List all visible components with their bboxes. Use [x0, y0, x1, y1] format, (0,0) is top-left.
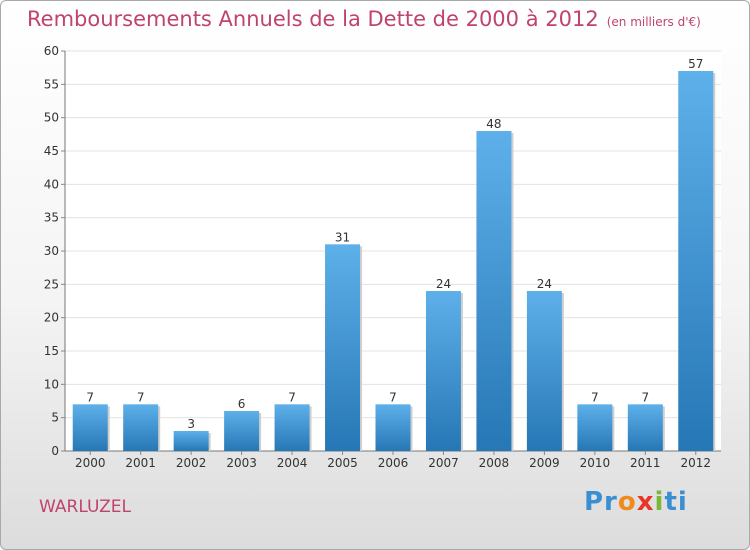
x-tick-label: 2000 [75, 456, 106, 470]
bar-value-label: 7 [389, 390, 397, 404]
bar-value-label: 31 [335, 230, 350, 244]
chart-title: Remboursements Annuels de la Dette de 20… [27, 7, 701, 31]
unit-label: (en milliers d'€) [606, 15, 701, 29]
logo-part: ti [664, 487, 688, 517]
y-tick-label: 55 [44, 77, 59, 91]
bar [476, 131, 512, 451]
bar-value-label: 24 [537, 277, 552, 291]
bar [627, 404, 663, 451]
bar [72, 404, 108, 451]
bar [678, 71, 714, 451]
logo-part: i [654, 487, 665, 517]
y-tick-label: 5 [51, 411, 59, 425]
x-tick-label: 2005 [327, 456, 358, 470]
y-tick-label: 30 [44, 244, 59, 258]
bar-value-label: 7 [288, 390, 296, 404]
x-tick-label: 2002 [176, 456, 207, 470]
x-tick-label: 2008 [479, 456, 510, 470]
title-text: Remboursements Annuels de la Dette de 20… [27, 7, 599, 31]
x-tick-label: 2009 [529, 456, 560, 470]
bar-value-label: 7 [86, 390, 94, 404]
bar [577, 404, 613, 451]
bar [173, 431, 209, 451]
y-tick-label: 15 [44, 344, 59, 358]
logo-part: x [636, 487, 655, 517]
bar [526, 291, 562, 451]
bar-value-label: 6 [238, 397, 246, 411]
x-tick-label: 2006 [378, 456, 409, 470]
x-tick-label: 2001 [125, 456, 156, 470]
bar [224, 411, 260, 451]
bar [425, 291, 461, 451]
y-tick-label: 35 [44, 211, 59, 225]
bar-value-label: 48 [486, 117, 501, 131]
y-tick-label: 45 [44, 144, 59, 158]
logo-part: Pr [584, 487, 618, 517]
bar-value-label: 57 [688, 57, 703, 71]
logo-part: o [617, 487, 637, 517]
y-tick-label: 60 [44, 44, 59, 58]
bar [123, 404, 159, 451]
y-tick-label: 40 [44, 177, 59, 191]
y-tick-label: 50 [44, 111, 59, 125]
proxiti-logo: Proxiti [584, 487, 688, 517]
x-tick-label: 2003 [226, 456, 257, 470]
x-tick-label: 2004 [277, 456, 308, 470]
bar [325, 244, 361, 451]
y-tick-label: 0 [51, 444, 59, 458]
x-tick-label: 2012 [680, 456, 711, 470]
bar-value-label: 24 [436, 277, 451, 291]
bar-value-label: 7 [591, 390, 599, 404]
x-tick-label: 2011 [630, 456, 661, 470]
y-tick-label: 20 [44, 311, 59, 325]
bar-value-label: 7 [641, 390, 649, 404]
bar [375, 404, 411, 451]
bar-value-label: 3 [187, 417, 195, 431]
y-tick-label: 25 [44, 277, 59, 291]
commune-name: WARLUZEL [39, 497, 131, 517]
y-tick-label: 10 [44, 377, 59, 391]
x-tick-label: 2007 [428, 456, 459, 470]
x-tick-label: 2010 [580, 456, 611, 470]
bar-value-label: 7 [137, 390, 145, 404]
bar [274, 404, 310, 451]
